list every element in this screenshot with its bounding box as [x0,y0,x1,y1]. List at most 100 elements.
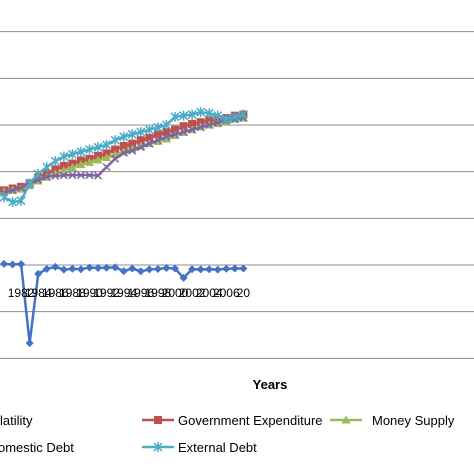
x-tick-label: 1994 [110,286,137,300]
data-point [153,264,162,273]
data-point [110,135,120,146]
grid-lines [0,31,474,359]
data-point [119,148,128,158]
data-point [8,186,17,195]
data-point [59,171,68,180]
data-point [102,162,111,172]
data-point [144,124,154,135]
data-point [153,122,163,133]
data-point [67,162,77,171]
data-point [230,264,239,273]
data-point [128,139,137,148]
data-point [111,145,120,154]
data-point [162,128,171,136]
x-tick-label: 1984 [25,286,52,300]
data-point [196,107,206,118]
x-tick-label: 2002 [179,286,206,300]
data-point [222,264,231,273]
data-point [93,155,103,164]
data-point [188,119,197,128]
data-point [230,111,240,122]
data-point [25,178,35,189]
x-tick-label: 1992 [93,286,120,300]
data-point [102,153,112,162]
data-point [51,262,60,271]
data-point [128,264,137,273]
data-point [188,125,197,134]
data-point [85,263,94,272]
legend-marker [153,442,163,452]
data-point [162,264,171,273]
data-point [204,108,214,119]
data-point [42,172,51,181]
data-point [179,122,188,131]
data-point [153,136,162,145]
data-point [196,118,205,127]
x-tick-label: 1982 [8,286,35,300]
data-point [59,161,68,170]
data-point [94,264,103,273]
data-point [34,269,43,278]
legend-entry: latility [0,413,33,428]
data-point [221,114,231,125]
series-domestic-debt [0,113,248,197]
legend-label: latility [0,413,33,428]
data-point [171,125,179,134]
legend-label: External Debt [178,440,257,455]
legend-marker [341,415,351,424]
data-point [162,132,171,141]
legend-entry: External Debt [142,440,257,455]
legend-entry: Money Supply [330,413,455,428]
data-point [42,162,52,172]
data-point [213,110,223,121]
data-point [102,139,112,150]
data-point [145,139,154,148]
x-tick-label: 2006 [213,286,240,300]
data-point [205,265,214,274]
data-point [179,273,188,282]
data-point [205,116,214,125]
data-point [0,259,8,268]
data-point [67,149,77,160]
x-tick-label: 1996 [127,286,154,300]
data-point [119,142,128,150]
data-point [170,130,180,139]
data-point [25,339,34,348]
legend-label: omestic Debt [0,440,74,455]
data-point [127,129,137,140]
data-point [16,195,26,206]
data-point [85,171,94,180]
data-point [187,109,197,120]
data-point [59,265,68,274]
x-tick-label: 1998 [145,286,172,300]
data-point [119,267,128,276]
x-tick-label: 20 [237,286,251,300]
data-point [68,171,77,180]
x-tick-label: 1988 [59,286,86,300]
data-point [179,110,189,121]
data-point [33,169,43,179]
x-tick-label: 1986 [42,286,69,300]
data-point [59,166,69,174]
data-point [0,192,9,203]
data-point [145,133,154,142]
data-point [68,264,77,273]
data-point [93,142,103,153]
data-point [136,267,145,276]
data-point [17,260,26,269]
legend-entry: omestic Debt [0,440,74,455]
data-point [188,265,197,274]
data-point [238,109,248,120]
data-point [111,154,120,163]
legend: latility Government Expenditure Money Supp… [0,413,455,455]
data-point [76,146,86,157]
data-point [171,264,179,273]
data-point [205,120,214,130]
data-point [153,130,162,139]
data-point [213,118,222,127]
data-point [85,157,94,166]
data-point [196,123,205,132]
data-point [170,111,180,122]
x-axis-title: Years [253,377,288,392]
